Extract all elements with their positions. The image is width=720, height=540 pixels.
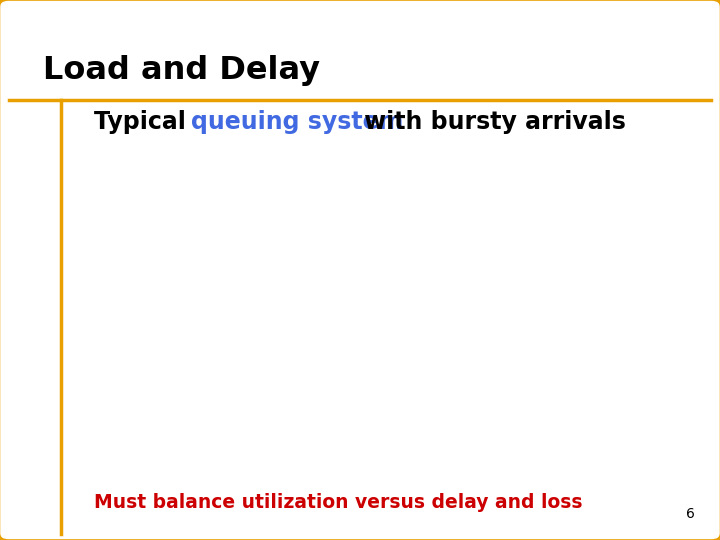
Text: with bursty arrivals: with bursty arrivals: [356, 110, 626, 133]
Text: Load and Delay: Load and Delay: [43, 55, 320, 86]
Text: Load: Load: [596, 365, 634, 379]
Text: Typical: Typical: [94, 110, 194, 133]
Text: queuing system: queuing system: [191, 110, 403, 133]
Text: 6: 6: [686, 507, 695, 521]
Text: Average
Packet loss: Average Packet loss: [346, 198, 412, 226]
Text: Average
Packet delay: Average Packet delay: [12, 198, 87, 226]
Text: Load: Load: [274, 365, 312, 379]
Text: Must balance utilization versus delay and loss: Must balance utilization versus delay an…: [94, 492, 582, 512]
